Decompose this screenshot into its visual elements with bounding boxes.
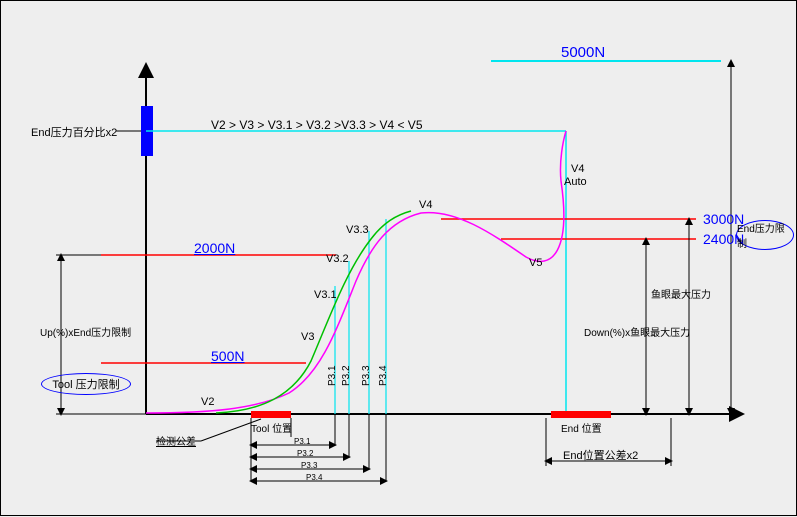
label-up-line: Up(%)xEnd压力限制 [40,324,131,339]
label-v5: V5 [529,257,542,269]
oval-tool: Tool 压力限制 [41,373,131,395]
label-2000n: 2000N [194,240,235,256]
end-pos-bar [551,411,611,418]
label-v4auto-top: V4 [571,163,584,175]
label-v3: V3 [301,331,314,343]
label-5000n: 5000N [561,44,605,61]
diagram-frame: { "canvas": { "w": 797, "h": 516, "bg": … [0,0,797,516]
curve-magenta [146,131,566,413]
label-fisheye: 鱼眼最大压力 [651,286,711,301]
tool-pos-bar [251,411,291,418]
label-detect-tol: 检测公差 [156,433,196,448]
label-p31r: P3.1 [327,365,338,386]
oval-tool-text: Tool 压力限制 [52,376,119,392]
label-sequence: V2 > V3 > V3.1 > V3.2 >V3.3 > V4 < V5 [211,118,423,132]
label-v33: V3.3 [346,224,369,236]
oval-end: End压力限制 [736,220,794,250]
label-500n: 500N [211,348,244,364]
label-p33r: P3.3 [361,365,372,386]
label-v32: V3.2 [326,253,349,265]
label-end-pos: End 位置 [561,420,602,435]
label-end-pct-x2: End压力百分比x2 [31,124,117,140]
label-p32s: P3.2 [297,449,313,458]
label-tool-pos: Tool 位置 [251,420,292,435]
label-end-tol: End位置公差x2 [563,447,638,463]
label-v31: V3.1 [314,289,337,301]
label-p34r: P3.4 [378,365,389,386]
label-down-line: Down(%)x鱼眼最大压力 [584,324,690,339]
label-v2: V2 [201,396,214,408]
oval-end-text: End压力限制 [737,220,793,250]
diagram-svg [1,1,797,517]
label-p34s: P3.4 [306,473,322,482]
label-p33s: P3.3 [301,461,317,470]
label-p32r: P3.2 [341,365,352,386]
label-v4: V4 [419,199,432,211]
label-p31s: P3.1 [294,437,310,446]
label-v4auto-bot: Auto [564,176,587,188]
